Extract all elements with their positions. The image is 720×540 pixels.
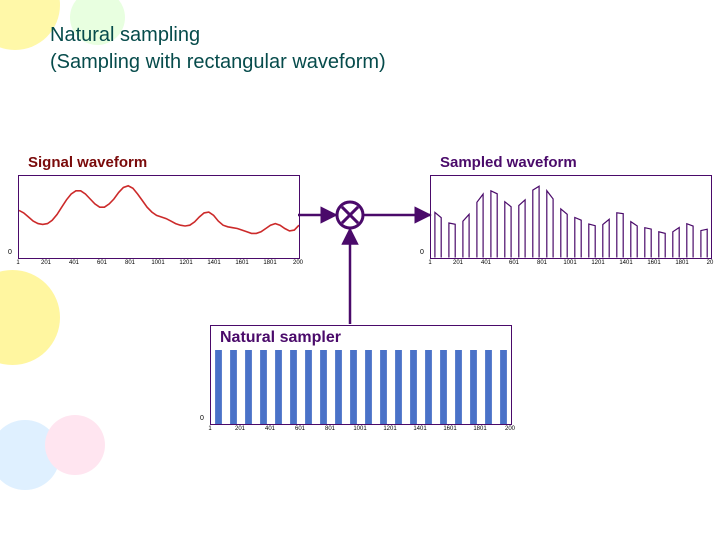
connector-arrows (0, 0, 720, 540)
panel-title: Sampled waveform (440, 154, 577, 171)
panel-title: Natural sampler (220, 329, 341, 347)
sampled-waveform-panel (430, 175, 712, 259)
title-line1: Natural sampling (50, 24, 200, 46)
multiply-node-icon (334, 199, 366, 231)
title-line2: (Sampling with rectangular waveform) (50, 51, 386, 73)
signal-waveform-panel (18, 175, 300, 259)
panel-title: Signal waveform (28, 154, 147, 171)
page-title: Natural sampling (Sampling with rectangu… (50, 22, 386, 76)
